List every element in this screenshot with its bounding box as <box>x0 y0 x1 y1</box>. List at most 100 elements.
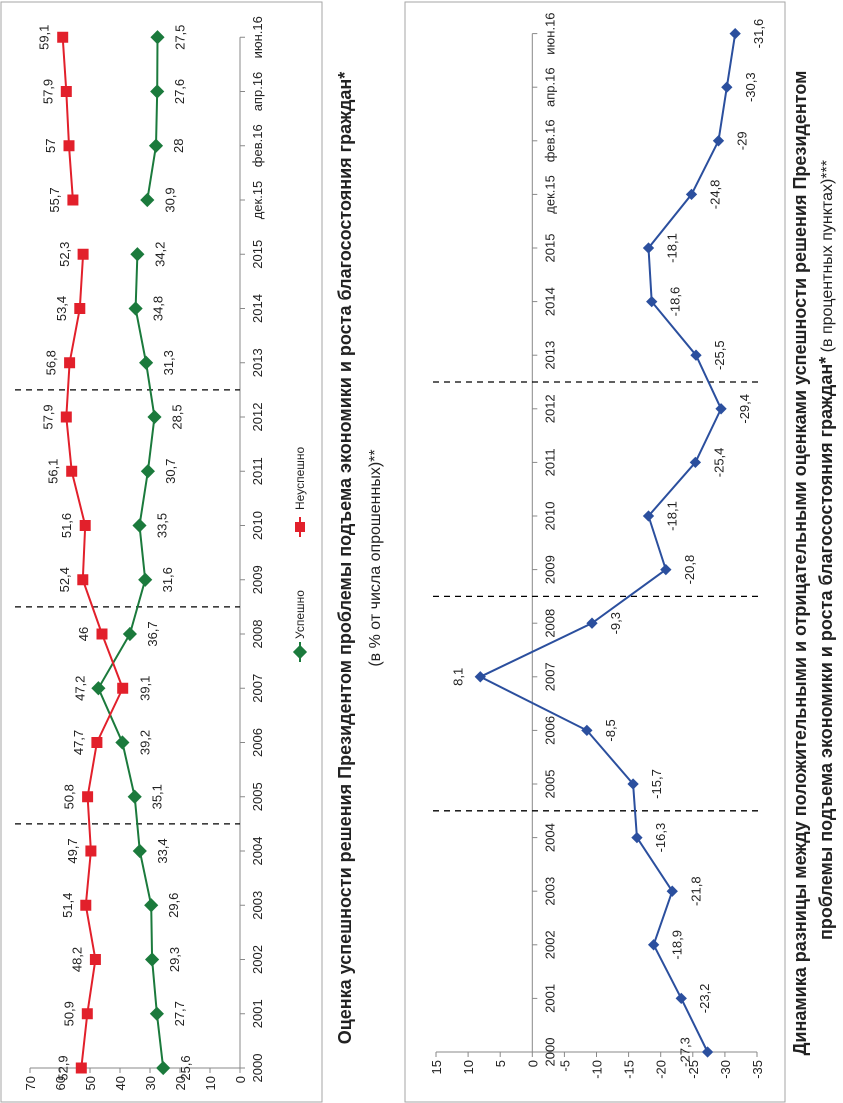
data-point-uspeshno <box>127 789 142 804</box>
x-tick-label: 2000 <box>542 1038 557 1067</box>
legend-square-icon <box>295 522 305 532</box>
data-label: 59,1 <box>37 25 52 50</box>
data-point-difference <box>642 242 655 254</box>
chart1-subtitle: (в % от числа опрошенных)** <box>367 449 384 666</box>
data-label: 55,7 <box>47 187 62 212</box>
data-label: -25,5 <box>712 340 727 370</box>
data-label: 27,5 <box>173 25 188 50</box>
data-label: 57 <box>43 139 58 153</box>
chart1-legend: Успешно Неуспешно <box>292 447 308 662</box>
x-tick-label: дек.15 <box>250 181 265 220</box>
data-point-difference <box>586 617 598 629</box>
x-tick-label: 2011 <box>250 457 265 485</box>
data-point-uspeshno <box>91 681 106 696</box>
data-label: -25,4 <box>711 448 726 478</box>
data-label: -29,4 <box>737 394 752 424</box>
data-point-uspeshno <box>130 247 145 262</box>
y-tick-label: 5 <box>493 1060 508 1067</box>
data-label: 36,7 <box>145 621 160 646</box>
x-tick-label: 2001 <box>542 984 557 1013</box>
data-label: -18,6 <box>668 287 683 317</box>
x-tick-label: апр.16 <box>250 72 265 112</box>
data-label: -18,1 <box>665 233 680 263</box>
data-label: 33,5 <box>155 513 170 538</box>
y-tick-label: -30 <box>718 1060 733 1079</box>
x-tick-label: 2013 <box>250 348 265 377</box>
chart1-frame <box>0 1 323 1103</box>
data-label: 30,9 <box>162 187 177 212</box>
chart2-title-unit: (в процентных пунктах)*** <box>819 160 836 357</box>
data-label: -18,1 <box>665 501 680 531</box>
data-point-neuspeshno <box>81 1008 93 1020</box>
data-label: 30,7 <box>163 459 178 484</box>
y-tick-label: 70 <box>23 1076 38 1090</box>
data-point-difference <box>701 1046 714 1058</box>
data-point-uspeshno <box>150 84 165 99</box>
data-label: 50,9 <box>61 1001 76 1026</box>
data-label: 47,7 <box>71 730 86 755</box>
x-tick-label: 2007 <box>250 674 265 703</box>
data-label: 56,1 <box>46 459 61 484</box>
data-point-uspeshno <box>140 464 155 479</box>
data-label: 29,6 <box>166 893 181 918</box>
data-point-difference <box>721 81 733 93</box>
data-label: 33,4 <box>155 838 170 863</box>
x-tick-label: 2010 <box>542 502 557 531</box>
chart2-title-line1: Динамика разницы между положительными и … <box>790 71 810 1056</box>
x-tick-label: фев.16 <box>542 119 557 162</box>
data-point-uspeshno <box>145 952 160 967</box>
data-label: 52,4 <box>57 567 72 592</box>
x-tick-label: дек.15 <box>542 175 557 214</box>
y-tick-label: -35 <box>750 1060 765 1079</box>
data-label: 28 <box>171 139 186 153</box>
data-label: -23,2 <box>697 984 712 1014</box>
data-label: 27,7 <box>172 1001 187 1026</box>
y-tick-label: 0 <box>525 1060 540 1067</box>
data-point-neuspeshno <box>117 682 129 694</box>
y-tick-label: 60 <box>53 1076 68 1090</box>
chart1-plot: 0 10 20 30 40 50 60 70 2000 2001 2002 2003 2004 2005 2… <box>15 16 265 1090</box>
series-line-neuspeshno <box>61 37 74 201</box>
data-label: 39,2 <box>137 730 152 755</box>
data-point-neuspeshno <box>66 465 78 477</box>
data-point-difference <box>690 349 702 361</box>
x-tick-label: фев.16 <box>250 124 265 167</box>
data-point-neuspeshno <box>79 520 91 531</box>
data-point-neuspeshno <box>77 248 89 260</box>
data-point-difference <box>689 456 702 469</box>
y-tick-label: 50 <box>83 1076 98 1090</box>
data-point-uspeshno <box>128 301 143 316</box>
data-point-neuspeshno <box>57 31 69 43</box>
x-tick-label: 2014 <box>250 294 265 323</box>
data-label: -18,9 <box>670 930 685 960</box>
data-point-difference <box>685 188 698 201</box>
x-tick-label: 2015 <box>542 234 557 263</box>
x-tick-label: 2002 <box>542 930 557 959</box>
data-point-difference <box>474 671 486 683</box>
data-label: 8,1 <box>450 668 465 686</box>
data-label: -31,6 <box>751 19 766 49</box>
data-point-neuspeshno <box>60 86 72 97</box>
x-tick-label: 2004 <box>542 823 557 852</box>
x-tick-label: июн.16 <box>250 16 265 58</box>
data-point-uspeshno <box>148 138 164 153</box>
x-tick-label: 2004 <box>250 837 265 866</box>
data-label: 46 <box>76 627 91 641</box>
x-tick-label: 2008 <box>250 620 265 649</box>
y-tick-label: 15 <box>429 1060 444 1074</box>
data-label: -30,3 <box>743 72 758 102</box>
x-tick-label: 2007 <box>542 662 557 691</box>
x-tick-label: 2011 <box>542 448 557 476</box>
data-point-uspeshno <box>147 409 162 425</box>
data-label: 47,2 <box>72 676 87 701</box>
data-point-uspeshno <box>144 898 159 913</box>
data-label: -21,8 <box>688 876 703 906</box>
data-label: 51,4 <box>60 893 75 918</box>
data-label: -8,5 <box>603 719 618 741</box>
legend-label-uspeshno: Успешно <box>293 590 307 639</box>
data-point-neuspeshno <box>80 899 92 911</box>
chart1-title: Оценка успешности решения Президентом пр… <box>335 72 355 1045</box>
chart2-frame <box>404 1 786 1103</box>
data-label: -24,8 <box>708 180 723 210</box>
data-label: 56,8 <box>44 350 59 375</box>
